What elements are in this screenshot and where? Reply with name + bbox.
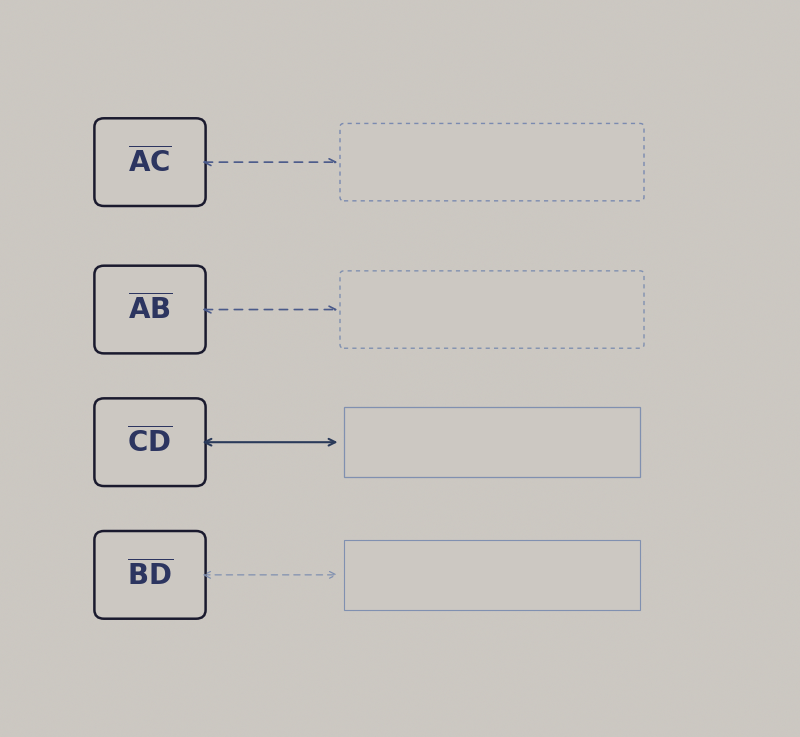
FancyBboxPatch shape	[94, 531, 206, 619]
Text: $\overline{\mathbf{BD}}$: $\overline{\mathbf{BD}}$	[127, 559, 173, 590]
FancyBboxPatch shape	[344, 407, 640, 478]
FancyBboxPatch shape	[94, 266, 206, 354]
Text: $\overline{\mathbf{CD}}$: $\overline{\mathbf{CD}}$	[127, 427, 173, 458]
FancyBboxPatch shape	[340, 124, 644, 201]
FancyBboxPatch shape	[344, 539, 640, 610]
FancyBboxPatch shape	[340, 271, 644, 349]
Text: $\overline{\mathbf{AB}}$: $\overline{\mathbf{AB}}$	[128, 294, 172, 325]
FancyBboxPatch shape	[94, 119, 206, 206]
Text: $\overline{\mathbf{AC}}$: $\overline{\mathbf{AC}}$	[128, 147, 172, 178]
FancyBboxPatch shape	[94, 398, 206, 486]
